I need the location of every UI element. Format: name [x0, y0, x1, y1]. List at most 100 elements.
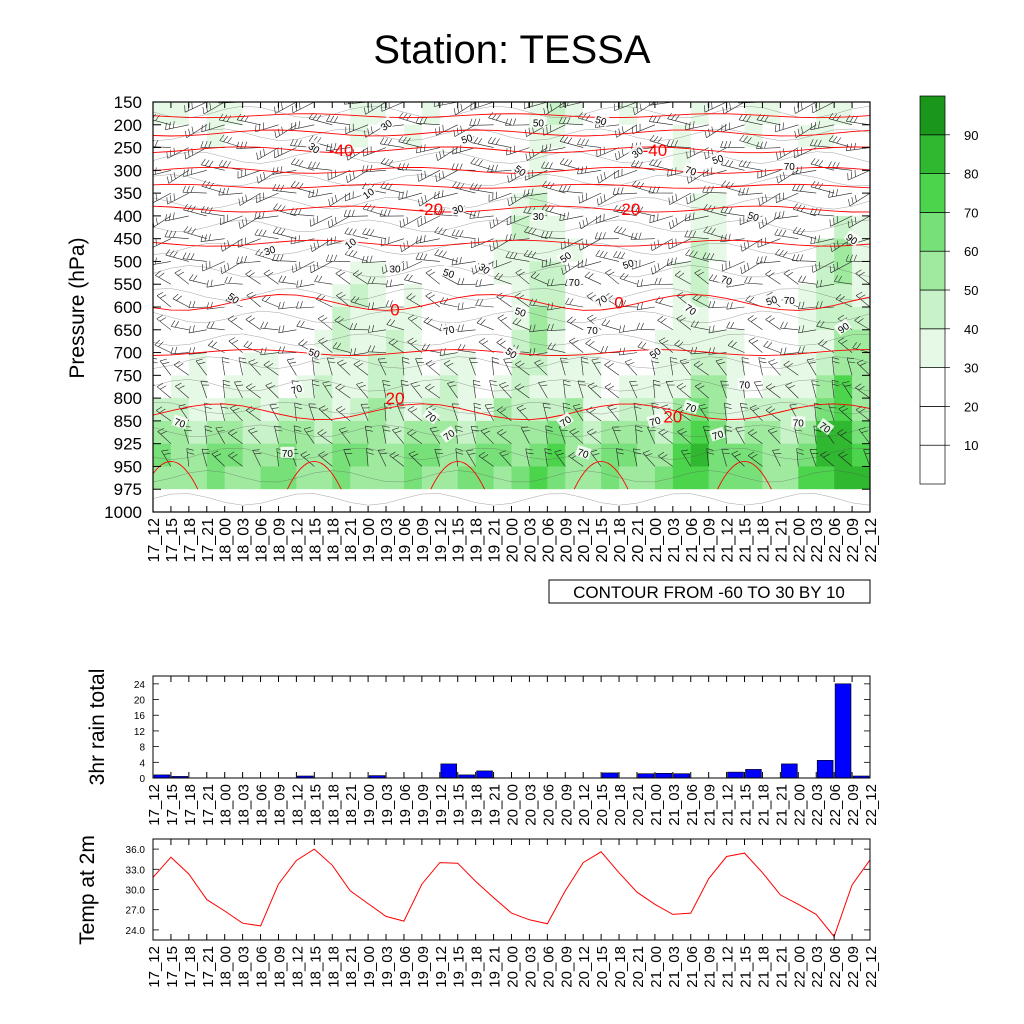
- humidity-cell: [153, 375, 172, 399]
- humidity-cell: [798, 466, 817, 490]
- wind-barb: [498, 382, 512, 399]
- wind-barb: [632, 102, 656, 115]
- wind-barb: [328, 215, 351, 229]
- wind-barb: [457, 302, 476, 311]
- wind-barb: [345, 191, 369, 202]
- wind-barb: [410, 381, 423, 399]
- wind-barb: [741, 357, 750, 376]
- humidity-cell: [708, 284, 728, 308]
- wind-barb: [443, 360, 458, 376]
- humidity-cell: [726, 398, 746, 422]
- humidity-cell: [403, 466, 423, 490]
- wind-barb: [524, 226, 548, 239]
- humidity-cell: [529, 284, 548, 308]
- wind-barb: [629, 381, 639, 399]
- pressure-tick-label: 800: [114, 389, 142, 408]
- humidity-label-text: 30: [389, 264, 401, 275]
- humidity-cell: [834, 193, 853, 217]
- wind-barb: [255, 248, 279, 262]
- wind-barb: [453, 102, 476, 116]
- humidity-label-text: 70: [719, 274, 733, 288]
- wind-barb: [318, 451, 333, 467]
- humidity-cell: [475, 420, 495, 445]
- humidity-cell: [457, 466, 477, 490]
- wind-barb: [753, 381, 764, 399]
- wind-barb: [834, 275, 853, 285]
- wind-barb: [684, 121, 709, 131]
- humidity-cell: [368, 329, 387, 354]
- humidity-label: 90: [833, 318, 852, 336]
- humidity-cell: [170, 261, 190, 285]
- humidity-label: 70: [440, 321, 458, 338]
- wind-barb: [153, 420, 154, 421]
- temperature-label: 20: [386, 389, 405, 408]
- humidity-cell: [852, 215, 870, 240]
- colorbar-label: 10: [964, 438, 978, 453]
- wind-barb: [471, 237, 494, 249]
- humidity-cell: [816, 170, 835, 194]
- wind-barb: [455, 448, 464, 467]
- humidity-cell: [636, 466, 656, 490]
- wind-barb: [708, 325, 727, 334]
- humidity-cell: [296, 466, 315, 490]
- humidity-cell: [206, 420, 226, 445]
- wind-barb: [317, 314, 333, 331]
- wind-barb: [685, 249, 709, 262]
- humidity-cell: [547, 102, 566, 126]
- wind-barb: [293, 425, 302, 444]
- humidity-cell: [798, 215, 817, 240]
- wind-barb: [577, 112, 602, 126]
- humidity-cell: [314, 170, 333, 194]
- humidity-cell: [314, 307, 333, 331]
- wind-barb: [783, 360, 799, 376]
- wind-barb: [590, 449, 602, 467]
- wind-barb: [221, 357, 230, 376]
- wind-barb: [648, 115, 673, 126]
- humidity-cell: [744, 398, 764, 422]
- wind-barb: [605, 269, 620, 285]
- humidity-cell: [726, 147, 746, 171]
- humidity-cell: [511, 466, 531, 490]
- time-tick-label: 18_09: [272, 946, 289, 988]
- humidity-cell: [224, 443, 244, 468]
- wind-barb: [256, 170, 279, 184]
- humidity-cell: [403, 170, 423, 194]
- wind-barb: [837, 429, 853, 444]
- humidity-cell: [153, 466, 172, 490]
- wind-barb: [587, 382, 602, 399]
- wind-barb: [236, 141, 261, 149]
- wind-barb: [668, 238, 691, 250]
- humidity-cell: [798, 261, 817, 285]
- time-tick-label: 21_06: [684, 784, 701, 826]
- humidity-cell: [260, 215, 280, 240]
- humidity-label: 70: [709, 426, 726, 443]
- wind-barb: [433, 102, 458, 107]
- temperature-contours: [153, 113, 870, 490]
- wind-barb: [854, 315, 870, 331]
- humidity-cell: [690, 375, 710, 399]
- wind-barb: [560, 357, 569, 376]
- wind-barb: [204, 425, 213, 444]
- wind-barb: [852, 342, 870, 353]
- time-tick-label: 20_18: [612, 518, 629, 563]
- wind-barb: [855, 291, 870, 308]
- wind-barb: [847, 169, 870, 181]
- wind-barb: [206, 321, 225, 331]
- wind-barb: [327, 357, 336, 376]
- wind-barb: [810, 180, 835, 194]
- humidity-cell: [475, 375, 495, 399]
- humidity-isoline: [153, 333, 870, 346]
- humidity-cell: [278, 124, 297, 149]
- wind-barb: [404, 273, 422, 285]
- humidity-cell: [529, 307, 548, 331]
- humidity-cell: [601, 443, 620, 468]
- humidity-label: 50: [531, 116, 546, 130]
- wind-barb: [721, 122, 745, 133]
- humidity-cell: [583, 352, 602, 376]
- wind-barb: [538, 381, 548, 399]
- temperature-contour-line: [153, 166, 870, 174]
- wind-barb: [419, 102, 422, 103]
- wind-barb: [563, 379, 571, 399]
- pressure-tick-label: 400: [114, 207, 142, 226]
- humidity-cell: [421, 307, 441, 331]
